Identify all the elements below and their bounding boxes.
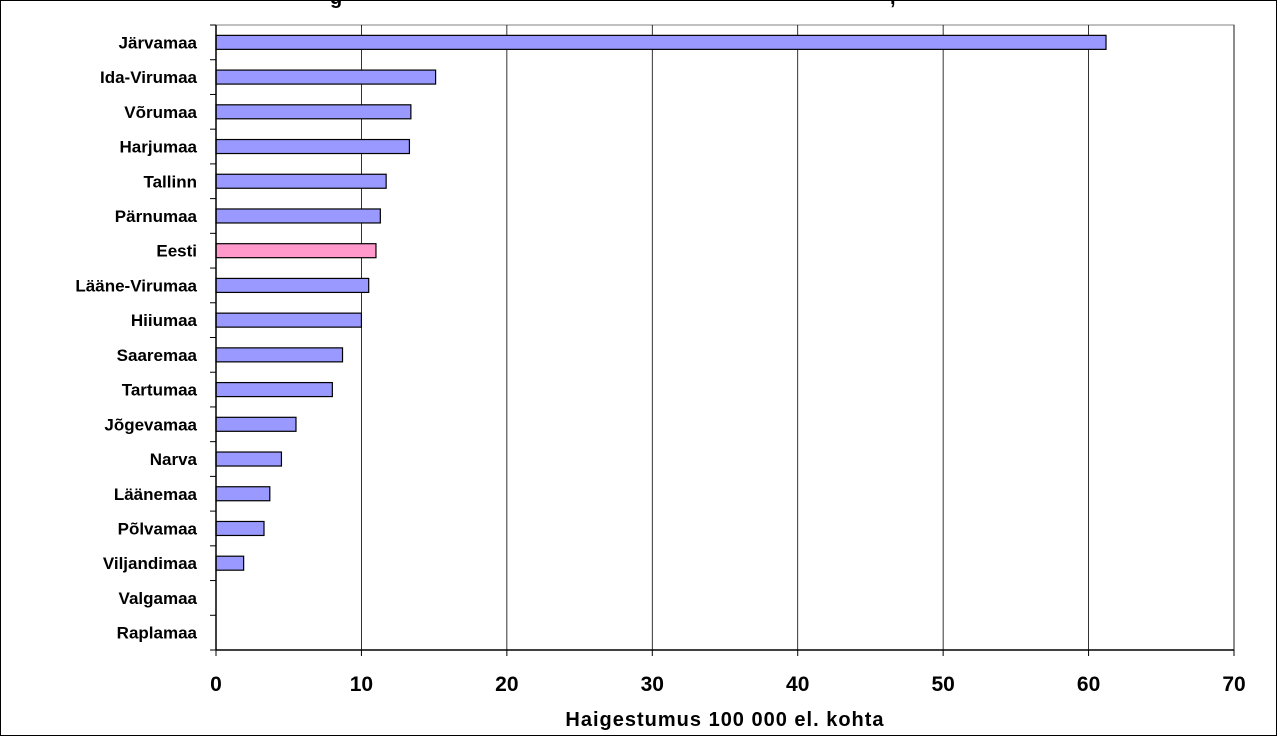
- bar-saaremaa: [215, 347, 344, 363]
- category-labels: Järvamaa Ida-Virumaa Võrumaa Harjumaa Tallin…: [75, 33, 197, 642]
- category-label: Eesti: [156, 242, 197, 261]
- category-label: Viljandimaa: [103, 554, 198, 573]
- x-tick-label: 20: [495, 673, 518, 696]
- category-label: Põlvamaa: [118, 519, 198, 538]
- category-label: Narva: [150, 450, 198, 469]
- category-label: Saaremaa: [117, 346, 198, 365]
- bar-hiiumaa: [215, 312, 363, 328]
- x-tick-label: 50: [931, 673, 954, 696]
- bar-narva: [215, 451, 283, 467]
- category-label: Võrumaa: [124, 103, 197, 122]
- bar-tartumaa: [215, 381, 333, 398]
- bar-v-rumaa: [215, 104, 412, 120]
- x-tick-label: 70: [1222, 673, 1245, 696]
- category-label: Tallinn: [143, 172, 197, 191]
- x-tick-label: 10: [350, 673, 373, 696]
- category-label: Läänemaa: [114, 485, 198, 504]
- bar-p-rnumaa: [215, 208, 381, 224]
- grid-lines: [361, 25, 1235, 650]
- category-label: Harjumaa: [120, 138, 198, 157]
- x-tick-labels: 0 10 20 30 40 50 60 70: [210, 673, 1246, 696]
- category-label: Valgamaa: [119, 589, 198, 608]
- x-tick-label: 60: [1077, 673, 1100, 696]
- x-axis-title: Haigestumus 100 000 el. kohta: [565, 709, 884, 731]
- bar-harjumaa: [215, 138, 411, 155]
- bar-p-lvamaa: [215, 520, 265, 537]
- x-tick-label: 0: [210, 673, 222, 696]
- plot-area: [215, 24, 1235, 651]
- category-label: Ida-Virumaa: [100, 68, 198, 87]
- category-label: Pärnumaa: [115, 207, 198, 226]
- bar-tallinn: [215, 173, 387, 189]
- axes: [210, 24, 1235, 656]
- category-label: Hiiumaa: [131, 311, 198, 330]
- bar-eesti: [215, 243, 377, 259]
- x-tick-label: 30: [641, 673, 664, 696]
- category-label: Järvamaa: [119, 33, 198, 52]
- bar-viljandimaa: [215, 555, 245, 571]
- bar-j-gevamaa: [215, 416, 297, 432]
- chart-title-fragment-right: ,: [890, 0, 896, 9]
- bar-j-rvamaa: [215, 34, 1107, 50]
- bar-l-ne-virumaa: [215, 277, 370, 294]
- category-label: Lääne-Virumaa: [75, 276, 197, 295]
- x-tick-label: 40: [786, 673, 809, 696]
- chart-title-fragment: g: [330, 0, 342, 9]
- category-label: Jõgevamaa: [104, 415, 197, 434]
- bar-l-nemaa: [215, 486, 271, 502]
- category-label: Raplamaa: [117, 624, 198, 643]
- category-label: Tartumaa: [122, 381, 198, 400]
- bar-ida-virumaa: [215, 69, 437, 85]
